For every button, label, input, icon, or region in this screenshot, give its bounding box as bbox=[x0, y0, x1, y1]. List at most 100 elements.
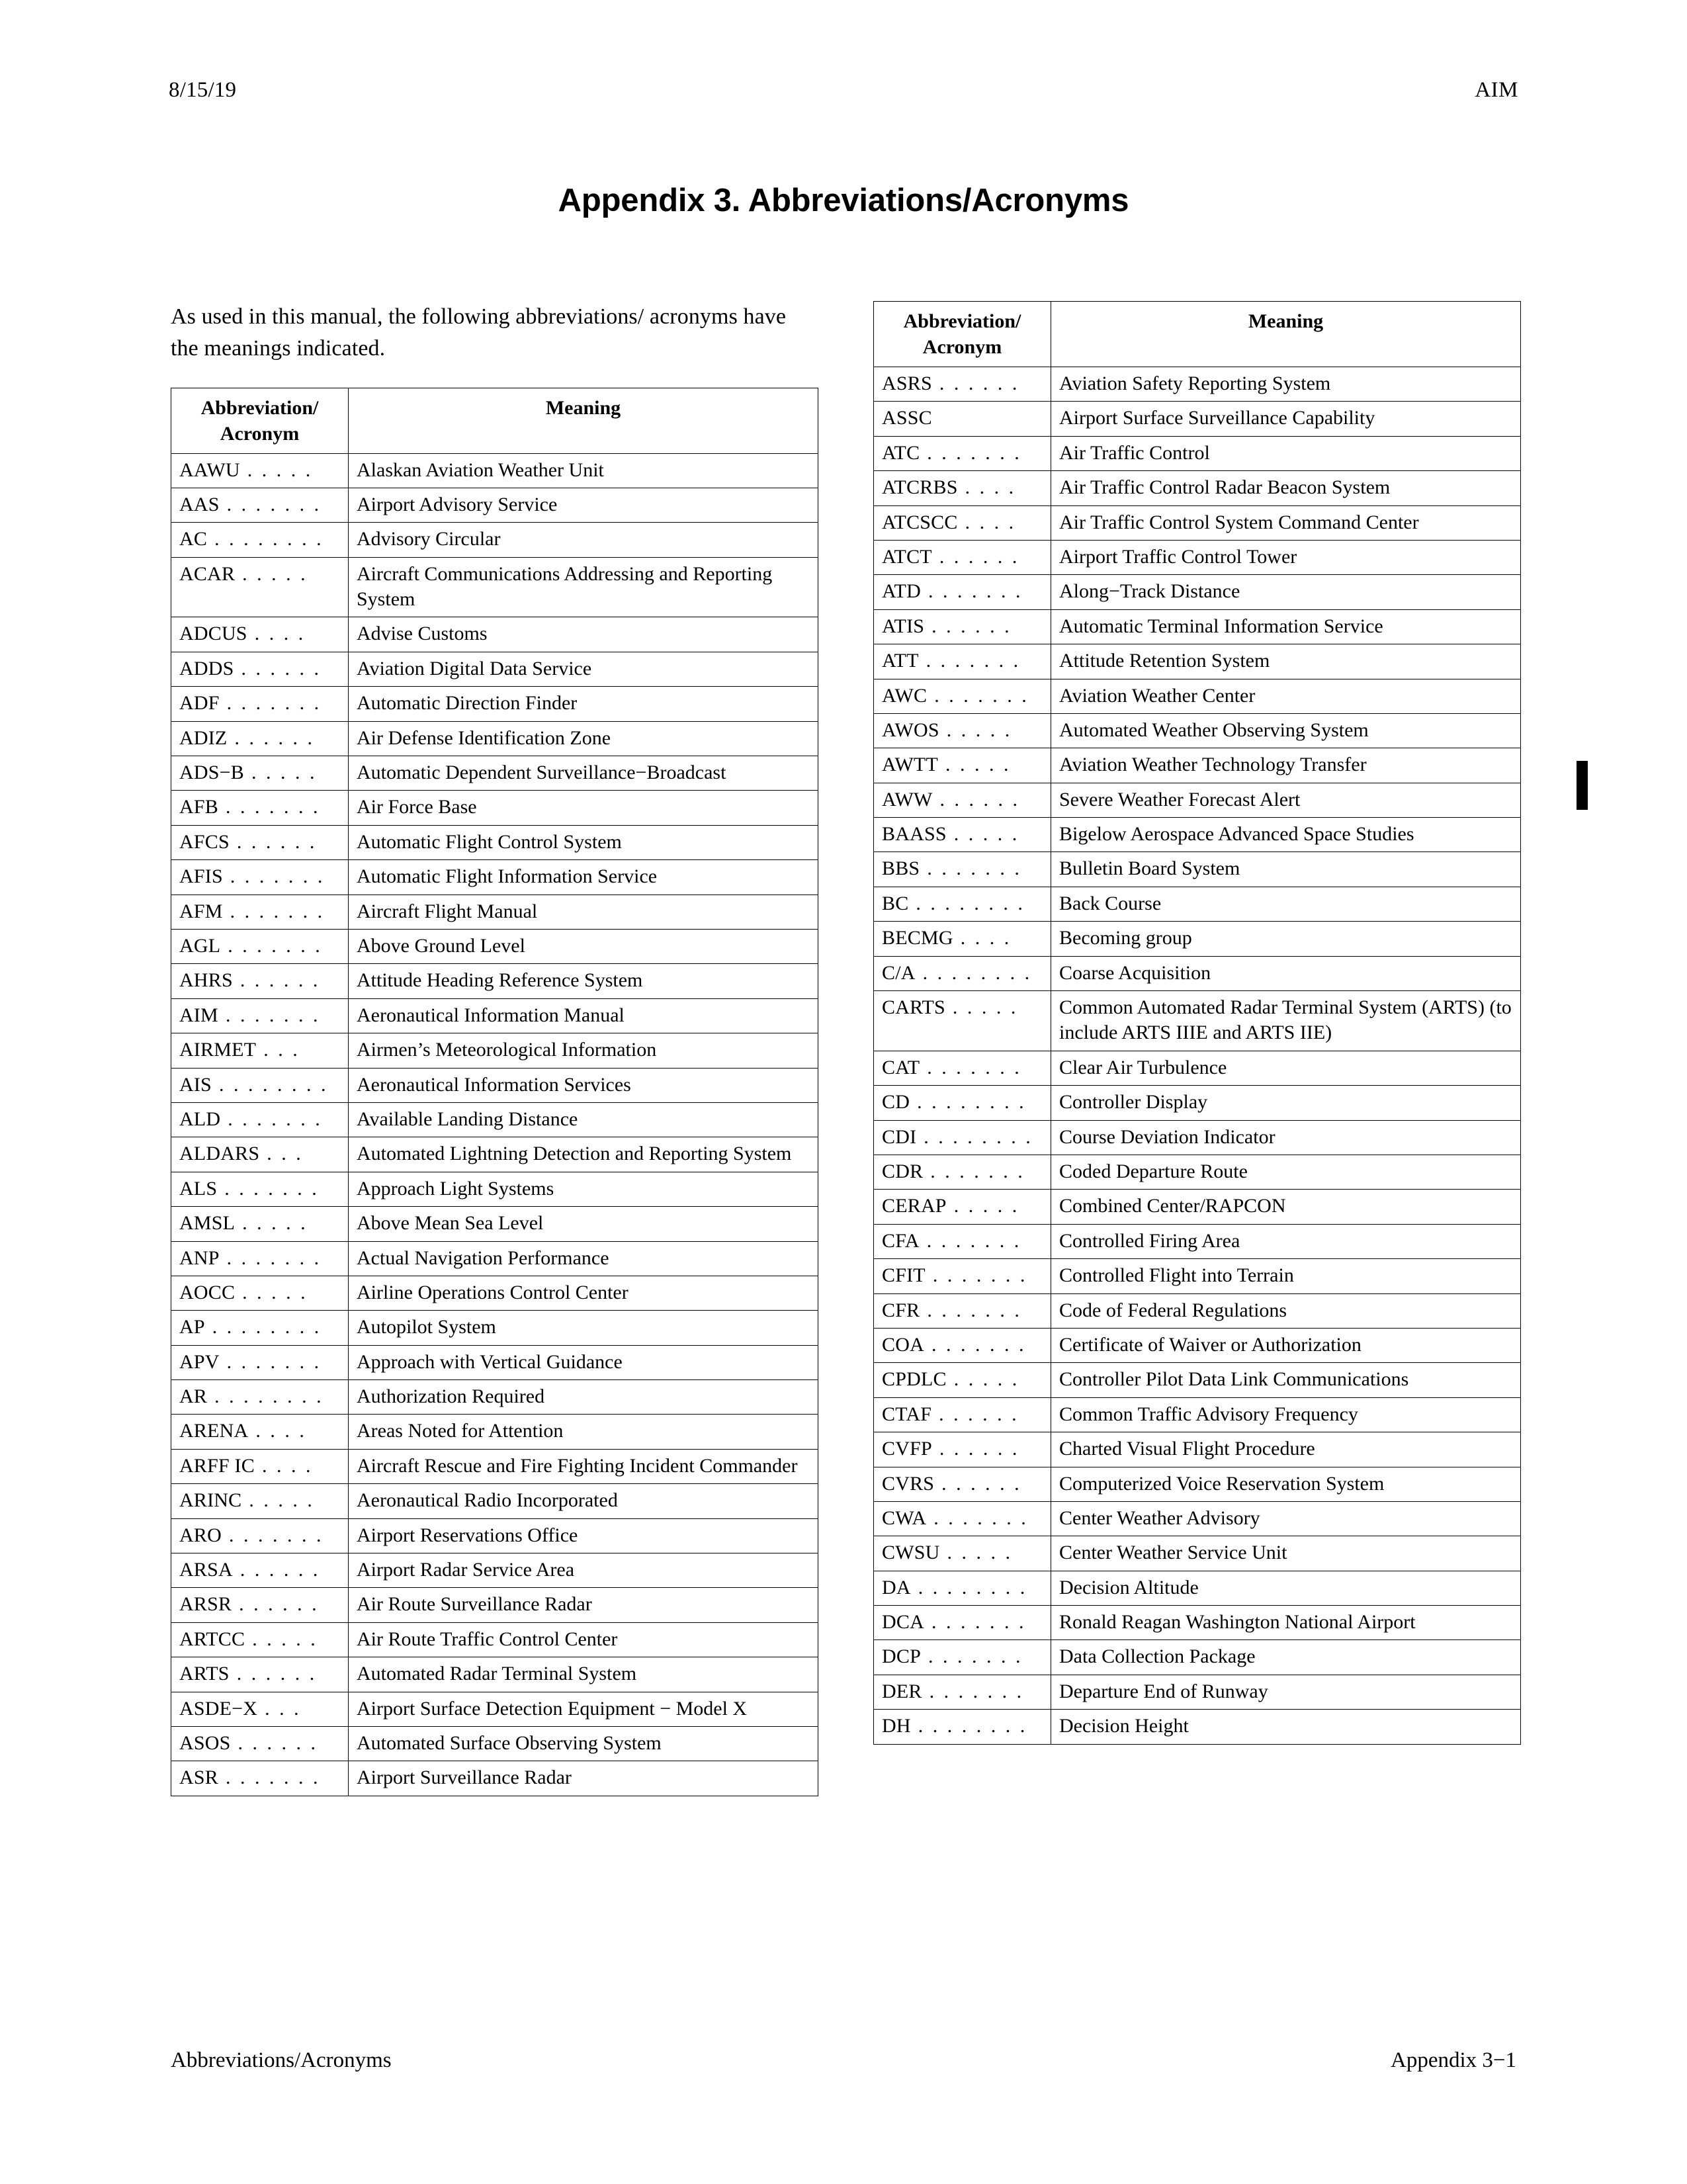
abbreviation-cell: ARO . . . . . . . bbox=[171, 1518, 349, 1554]
meaning-cell: Airport Reservations Office bbox=[348, 1518, 818, 1554]
meaning-cell: Actual Navigation Performance bbox=[348, 1241, 818, 1276]
abbreviation-cell: AR . . . . . . . . bbox=[171, 1379, 349, 1415]
abbreviation-text: C/A bbox=[882, 961, 916, 984]
table-row: DH . . . . . . . . Decision Height bbox=[873, 1709, 1521, 1745]
abbreviation-text: CFR bbox=[882, 1299, 920, 1321]
abbreviation-cell: AWTT . . . . . bbox=[873, 748, 1051, 783]
table-row: AFIS . . . . . . . Automatic Flight Infor… bbox=[171, 859, 818, 895]
meaning-cell: Aviation Weather Technology Transfer bbox=[1051, 748, 1521, 783]
abbreviation-text: AWTT bbox=[882, 754, 939, 776]
meaning-cell: Aviation Safety Reporting System bbox=[1051, 366, 1521, 402]
abbreviation-cell: CERAP . . . . . bbox=[873, 1189, 1051, 1225]
meaning-cell: Severe Weather Forecast Alert bbox=[1051, 782, 1521, 818]
table-row: AGL . . . . . . . Above Ground Level bbox=[171, 928, 818, 965]
meaning-cell: Automated Lightning Detection and Report… bbox=[348, 1137, 818, 1172]
table-row: CVRS . . . . . . Computerized Voice Reser… bbox=[873, 1466, 1521, 1502]
table-row: AAWU . . . . . Alaskan Aviation Weather U… bbox=[171, 453, 818, 488]
acronym-table-left: Abbreviation/ Acronym Meaning AAWU . . .… bbox=[171, 387, 818, 1796]
abbreviation-text: CWA bbox=[882, 1507, 927, 1529]
abbreviation-text: CAT bbox=[882, 1056, 920, 1078]
abbreviation-cell: ALD . . . . . . . bbox=[171, 1102, 349, 1138]
table-row: CWA . . . . . . . Center Weather Advisory bbox=[873, 1501, 1521, 1537]
abbreviation-cell: ASSC bbox=[873, 401, 1051, 437]
meaning-cell: Automatic Terminal Information Service bbox=[1051, 609, 1521, 645]
leader-dots: . . . . . . . . bbox=[204, 1316, 322, 1338]
table-row: AIRMET . . . Airmen’s Meteorological Info… bbox=[171, 1033, 818, 1069]
meaning-cell: Air Traffic Control bbox=[1051, 435, 1521, 472]
abbreviation-cell: ASRS . . . . . . bbox=[873, 366, 1051, 402]
abbreviation-text: ATCT bbox=[882, 545, 932, 568]
leader-dots: . . . . . . . . bbox=[211, 1073, 328, 1096]
meaning-cell: Along−Track Distance bbox=[1051, 574, 1521, 610]
abbreviation-cell: BAASS . . . . . bbox=[873, 817, 1051, 853]
abbreviation-text: AAWU bbox=[179, 459, 240, 481]
leader-dots: . . . . . . . bbox=[219, 493, 322, 515]
leader-dots: . . . . bbox=[953, 927, 1012, 949]
table-row: AFM . . . . . . . Aircraft Flight Manual bbox=[171, 894, 818, 930]
leader-dots: . . . . . . . bbox=[218, 1767, 320, 1789]
leader-dots: . . . . . . . bbox=[923, 1160, 1025, 1182]
table-row: C/A . . . . . . . . Coarse Acquisition bbox=[873, 955, 1521, 992]
abbreviation-text: AIRMET bbox=[179, 1039, 257, 1061]
meaning-cell: Approach Light Systems bbox=[348, 1171, 818, 1207]
abbreviation-text: COA bbox=[882, 1333, 924, 1356]
abbreviation-text: AGL bbox=[179, 935, 221, 957]
leader-dots: . . . bbox=[256, 1039, 300, 1061]
abbreviation-text: ARINC bbox=[179, 1489, 242, 1512]
meaning-cell: Authorization Required bbox=[348, 1379, 818, 1415]
meaning-cell: Controller Display bbox=[1051, 1085, 1521, 1121]
abbreviation-text: ARSR bbox=[179, 1593, 232, 1616]
table-row: CWSU . . . . . Center Weather Service Uni… bbox=[873, 1536, 1521, 1571]
table-row: CFIT . . . . . . . Controlled Flight into… bbox=[873, 1258, 1521, 1294]
abbreviation-cell: DH . . . . . . . . bbox=[873, 1709, 1051, 1745]
abbreviation-cell: BC . . . . . . . . bbox=[873, 886, 1051, 922]
abbreviation-text: ASOS bbox=[179, 1731, 231, 1754]
leader-dots: . . . . . . . bbox=[918, 650, 1021, 672]
abbreviation-text: ATIS bbox=[882, 615, 925, 637]
leader-dots: . . . . . bbox=[241, 1489, 315, 1512]
table-row: ALS . . . . . . . Approach Light Systems bbox=[171, 1171, 818, 1207]
abbreviation-text: DCP bbox=[882, 1645, 921, 1668]
leader-dots: . . . . . . bbox=[232, 1559, 320, 1581]
leader-dots: . . . . . bbox=[245, 1628, 318, 1650]
meaning-cell: Aeronautical Information Services bbox=[348, 1067, 818, 1103]
abbreviation-text: BBS bbox=[882, 857, 920, 880]
abbreviation-text: CERAP bbox=[882, 1195, 947, 1217]
meaning-cell: Bulletin Board System bbox=[1051, 852, 1521, 887]
leader-dots: . . . . . bbox=[235, 1212, 308, 1235]
leader-dots: . . . . . . bbox=[924, 615, 1012, 637]
meaning-cell: Aeronautical Radio Incorporated bbox=[348, 1483, 818, 1519]
leader-dots: . . . . . bbox=[939, 1542, 1013, 1564]
meaning-cell: Decision Altitude bbox=[1051, 1570, 1521, 1606]
header-line-1: Abbreviation/ bbox=[903, 310, 1021, 332]
abbreviation-cell: ARTS . . . . . . bbox=[171, 1657, 349, 1692]
meaning-cell: Clear Air Turbulence bbox=[1051, 1050, 1521, 1086]
table-row: ACAR . . . . . Aircraft Communications Ad… bbox=[171, 556, 818, 618]
meaning-cell: Airport Surface Detection Equipment − Mo… bbox=[348, 1691, 818, 1727]
meaning-cell: Common Traffic Advisory Frequency bbox=[1051, 1397, 1521, 1433]
table-row: AHRS . . . . . . Attitude Heading Referen… bbox=[171, 963, 818, 999]
table-row: ATCSCC . . . . Air Traffic Control System… bbox=[873, 505, 1521, 541]
abbreviation-text: CPDLC bbox=[882, 1368, 947, 1391]
abbreviation-cell: ARINC . . . . . bbox=[171, 1483, 349, 1519]
table-row: AIS . . . . . . . . Aeronautical Informat… bbox=[171, 1067, 818, 1103]
abbreviation-text: BAASS bbox=[882, 823, 947, 846]
abbreviation-text: CDI bbox=[882, 1125, 917, 1148]
abbreviation-text: AIS bbox=[179, 1073, 212, 1096]
meaning-cell: Data Collection Package bbox=[1051, 1639, 1521, 1675]
column-header-abbreviation: Abbreviation/ Acronym bbox=[171, 387, 349, 454]
leader-dots: . . . . . bbox=[945, 996, 1018, 1019]
meaning-cell: Aircraft Flight Manual bbox=[348, 894, 818, 930]
meaning-cell: Code of Federal Regulations bbox=[1051, 1293, 1521, 1329]
abbreviation-cell: DA . . . . . . . . bbox=[873, 1570, 1051, 1606]
abbreviation-cell: ATCSCC . . . . bbox=[873, 505, 1051, 541]
abbreviation-text: ASRS bbox=[882, 372, 932, 394]
page-title: Appendix 3. Abbreviations/Acronyms bbox=[558, 183, 1129, 218]
abbreviation-cell: AIRMET . . . bbox=[171, 1033, 349, 1069]
abbreviation-cell: ARSA . . . . . . bbox=[171, 1553, 349, 1589]
acronym-table-right: Abbreviation/ Acronym Meaning ASRS . . .… bbox=[873, 301, 1521, 1745]
table-row: ADF . . . . . . . Automatic Direction Fin… bbox=[171, 686, 818, 722]
abbreviation-cell: ADIZ . . . . . . bbox=[171, 721, 349, 757]
abbreviation-text: CDR bbox=[882, 1160, 924, 1182]
abbreviation-cell: ATCT . . . . . . bbox=[873, 539, 1051, 576]
